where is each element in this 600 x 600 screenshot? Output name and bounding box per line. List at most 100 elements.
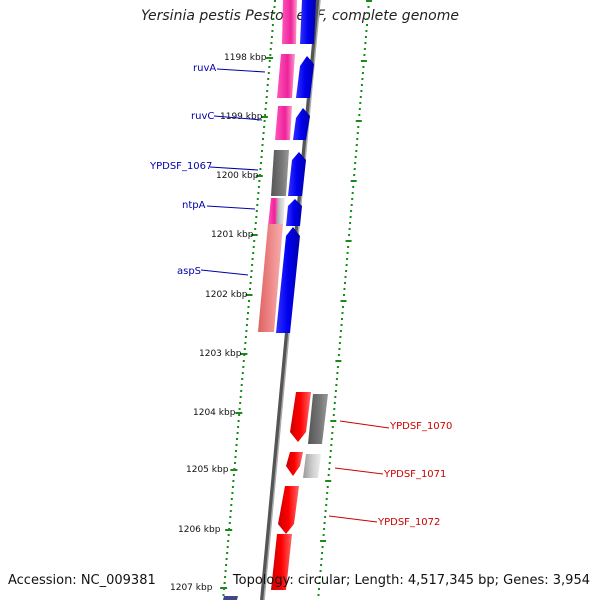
ruler-dot — [324, 510, 327, 512]
ruler-dot — [249, 282, 252, 284]
scale-labels: 1198 kbp 1199 kbp 1200 kbp 1201 kbp 1202… — [170, 53, 267, 593]
inner-scale-ruler — [220, 0, 276, 596]
ruler-dot — [353, 174, 356, 176]
ruler-dot — [333, 402, 336, 404]
gene-block — [223, 596, 238, 600]
ruler-dot — [264, 114, 267, 116]
ruler-dot — [264, 108, 267, 110]
ruler-dot — [365, 30, 368, 32]
ruler-dot — [340, 324, 343, 326]
gene-label-ypdsf-1070: YPDSF_1070 — [389, 421, 452, 432]
ruler-dot — [262, 132, 265, 134]
ruler-major-tick — [366, 0, 372, 2]
ruler-dot — [333, 408, 336, 410]
kbp-label: 1201 kbp — [211, 230, 254, 240]
gene-block — [276, 198, 285, 226]
ruler-major-tick — [325, 480, 332, 482]
gene-block — [275, 106, 292, 140]
ruler-dot — [261, 144, 264, 146]
genome-title: Yersinia pestis Pestoides F, complete ge… — [141, 8, 459, 24]
ruler-dot — [339, 336, 342, 338]
ruler-dot — [254, 228, 257, 230]
ruler-dot — [334, 396, 337, 398]
ruler-major-tick — [235, 412, 243, 414]
ruler-dot — [251, 264, 254, 266]
ruler-dot — [328, 462, 331, 464]
ruler-dot — [329, 450, 332, 452]
accession-text: Accession: NC_009381 — [8, 573, 156, 588]
ruler-dot — [239, 396, 242, 398]
ruler-dot — [345, 270, 348, 272]
gene-label-ypdsf-1072: YPDSF_1072 — [377, 517, 440, 528]
ruler-major-tick — [230, 469, 238, 471]
ruler-dot — [271, 24, 274, 26]
ruler-dot — [260, 162, 262, 164]
ruler-dot — [224, 570, 227, 572]
ruler-dot — [360, 84, 363, 86]
ruler-dot — [260, 156, 263, 158]
ruler-dot — [261, 150, 263, 152]
ruler-dot — [253, 240, 256, 242]
ruler-major-tick — [360, 60, 367, 62]
ruler-dot — [361, 78, 364, 80]
ruler-dot — [234, 462, 236, 464]
gene-arrow — [288, 152, 306, 196]
ruler-dot — [356, 132, 359, 134]
ruler-dot — [341, 318, 343, 320]
ruler-dot — [226, 552, 229, 554]
ruler-dot — [325, 504, 328, 506]
ruler-dot — [237, 420, 240, 422]
ruler-dot — [225, 564, 228, 566]
gene-labels: ruvA ruvC YPDSF_1067 ntpA aspS YPDSF_107… — [149, 63, 452, 528]
ruler-dot — [270, 36, 273, 38]
ruler-dot — [231, 492, 234, 494]
ruler-dot — [240, 384, 243, 386]
gene-label-ypdsf-1067: YPDSF_1067 — [149, 161, 212, 172]
gene-arrow — [300, 0, 316, 44]
ruler-dot — [268, 60, 271, 62]
ruler-dot — [360, 90, 363, 92]
ruler-dot — [269, 54, 272, 56]
ruler-major-tick — [260, 116, 268, 118]
ruler-dot — [245, 324, 248, 326]
ruler-dot — [254, 222, 257, 224]
ruler-dot — [231, 486, 234, 488]
ruler-dot — [350, 204, 353, 206]
ruler-major-tick — [240, 353, 248, 355]
ruler-dot — [248, 300, 250, 302]
ruler-dot — [367, 6, 370, 8]
ruler-dot — [343, 288, 346, 290]
ruler-major-tick — [330, 420, 337, 422]
ruler-dot — [252, 246, 255, 248]
gene-label-ypdsf-1071: YPDSF_1071 — [383, 469, 446, 480]
ruler-dot — [257, 186, 260, 188]
ruler-dot — [329, 456, 332, 458]
ruler-dot — [274, 0, 276, 2]
ruler-dot — [271, 30, 274, 32]
ruler-major-tick — [220, 587, 228, 589]
ruler-dot — [244, 336, 247, 338]
ruler-dot — [241, 378, 244, 380]
gene-block — [271, 150, 289, 196]
ruler-dot — [342, 306, 344, 308]
ruler-dot — [225, 558, 228, 560]
gene-arrow — [276, 227, 300, 333]
ruler-dot — [352, 186, 355, 188]
ruler-dot — [267, 72, 270, 74]
ruler-dot — [272, 18, 275, 20]
ruler-major-tick — [350, 180, 357, 182]
ruler-dot — [265, 96, 268, 98]
gene-block — [268, 198, 279, 226]
ruler-dot — [334, 390, 337, 392]
ruler-dot — [243, 348, 246, 350]
ruler-dot — [344, 282, 346, 284]
ruler-dot — [323, 528, 326, 530]
ruler-dot — [224, 576, 227, 578]
ruler-dot — [266, 90, 269, 92]
ruler-dot — [355, 144, 358, 146]
gene-arrow — [290, 392, 311, 442]
ruler-dot — [226, 546, 229, 548]
ruler-dot — [359, 96, 362, 98]
label-leaders — [200, 68, 390, 523]
ruler-dot — [259, 168, 262, 170]
